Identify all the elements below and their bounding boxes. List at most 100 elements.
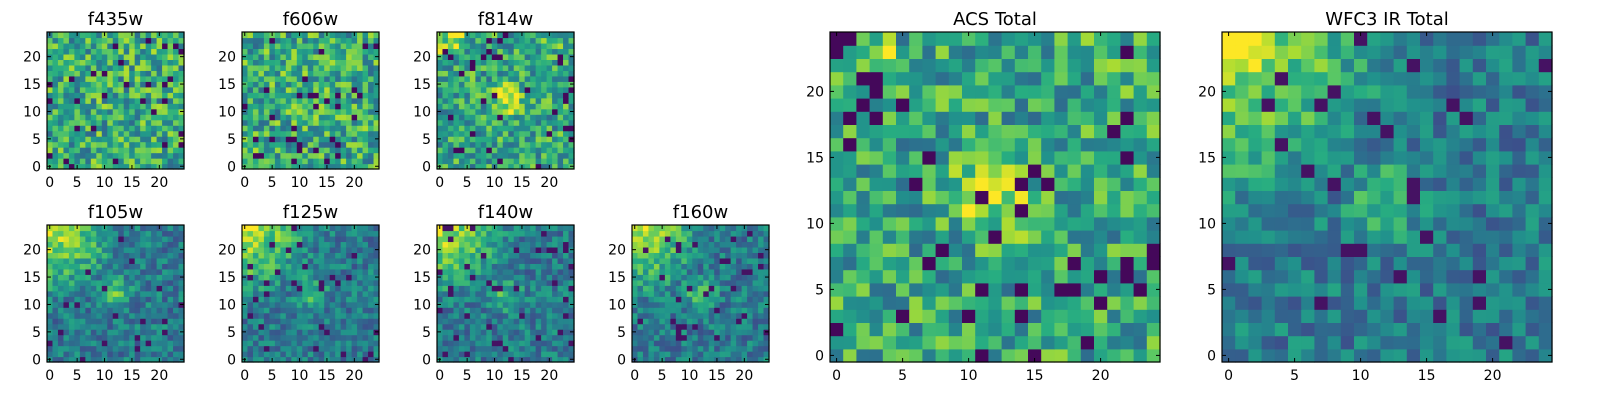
heatmap-cell	[508, 86, 515, 93]
heatmap-cell	[856, 243, 871, 257]
heatmap-cell	[173, 307, 180, 314]
heatmap-cell	[285, 53, 292, 60]
heatmap-cell	[464, 318, 471, 325]
heatmap-cell	[318, 152, 325, 159]
heatmap-cell	[519, 290, 526, 297]
heatmap-cell	[156, 75, 163, 82]
heatmap-cell	[118, 246, 125, 253]
heatmap-cell	[475, 274, 482, 281]
heatmap-cell	[346, 108, 353, 115]
heatmap-cell	[134, 345, 141, 352]
heatmap-cell	[469, 329, 476, 336]
heatmap-cell	[145, 97, 152, 104]
heatmap-cell	[74, 86, 81, 93]
heatmap-cell	[988, 203, 1003, 218]
heatmap-cell	[736, 296, 743, 303]
heatmap-cell	[546, 257, 553, 264]
heatmap-cell	[247, 42, 254, 50]
heatmap-cell	[563, 158, 570, 165]
heatmap-cell	[285, 296, 292, 303]
heatmap-cell	[313, 290, 320, 297]
heatmap-cell	[730, 235, 737, 243]
heatmap-cell	[274, 356, 281, 363]
heatmap-cell	[546, 285, 553, 292]
heatmap-cell	[491, 97, 498, 104]
heatmap-cell	[129, 75, 136, 82]
heatmap-cell	[96, 48, 103, 55]
heatmap-cell	[167, 37, 174, 44]
heatmap-cell	[497, 130, 504, 137]
heatmap-cell	[508, 32, 515, 39]
heatmap-cell	[368, 334, 375, 341]
heatmap-cell	[167, 125, 174, 132]
heatmap-cell	[167, 152, 174, 159]
heatmap-cell	[1107, 282, 1121, 297]
heatmap-cell	[763, 230, 770, 237]
heatmap-cell	[63, 351, 70, 358]
heatmap-cell	[708, 274, 715, 281]
heatmap-cell	[258, 263, 265, 270]
heatmap-cell	[134, 92, 141, 99]
heatmap-cell	[519, 241, 526, 248]
heatmap-cell	[1094, 216, 1108, 231]
heatmap-cell	[296, 125, 303, 132]
heatmap-cell	[475, 141, 482, 148]
heatmap-cell	[719, 334, 726, 341]
heatmap-cell	[736, 356, 743, 363]
heatmap-cell	[324, 301, 331, 308]
heatmap-cell	[362, 81, 369, 88]
heatmap-cell	[935, 177, 950, 191]
heatmap-cell	[291, 351, 298, 358]
heatmap-cell	[368, 318, 375, 325]
heatmap-cell	[524, 103, 531, 110]
heatmap-cell	[74, 141, 81, 148]
heatmap-cell	[351, 114, 358, 121]
heatmap-cell	[346, 59, 353, 66]
heatmap-cell	[568, 296, 575, 303]
heatmap-cell	[373, 279, 380, 286]
heatmap-cell	[274, 103, 281, 110]
heatmap-cells	[632, 225, 770, 363]
heatmap-cell	[162, 356, 169, 363]
heatmap-cell	[74, 329, 81, 336]
heatmap-cell	[307, 290, 314, 297]
heatmap-cell	[719, 307, 726, 314]
heatmap-cell	[552, 158, 559, 165]
heatmap-cell	[302, 141, 309, 148]
heatmap-cell	[351, 285, 358, 292]
heatmap-cell	[697, 257, 704, 264]
heatmap-cell	[653, 329, 660, 336]
heatmap-cell	[57, 59, 65, 66]
heatmap-cell	[63, 225, 70, 232]
heatmap-cell	[552, 334, 559, 341]
heatmap-cell	[502, 108, 509, 115]
heatmap-cell	[541, 152, 548, 159]
heatmap-cell	[469, 108, 476, 115]
heatmap-cell	[519, 119, 526, 126]
heatmap-cell	[318, 290, 325, 297]
heatmap-cell	[101, 53, 108, 60]
heatmap-cell	[118, 119, 125, 126]
heatmap-cell	[524, 246, 531, 253]
heatmap-cell	[74, 323, 81, 330]
heatmap-cell	[469, 345, 476, 352]
heatmap-cell	[642, 246, 650, 253]
heatmap-cell	[730, 356, 737, 363]
heatmap-cell	[362, 147, 369, 154]
heatmap-cell	[107, 92, 114, 99]
heatmap-cell	[346, 53, 353, 60]
heatmap-cell	[263, 356, 270, 363]
heatmap-cell	[524, 257, 531, 264]
heatmap-cell	[173, 340, 180, 347]
heatmap-cell	[508, 103, 515, 110]
heatmap-cell	[568, 241, 575, 248]
heatmap-cell	[252, 307, 260, 314]
heatmap-cell	[975, 203, 989, 218]
heatmap-cell	[763, 225, 770, 232]
heatmap-cell	[145, 323, 152, 330]
heatmap-cell	[675, 235, 682, 243]
heatmap-cell	[632, 290, 639, 297]
heatmap-cell	[856, 190, 871, 205]
heatmap-cell	[1120, 216, 1135, 231]
heatmap-cell	[524, 345, 531, 352]
